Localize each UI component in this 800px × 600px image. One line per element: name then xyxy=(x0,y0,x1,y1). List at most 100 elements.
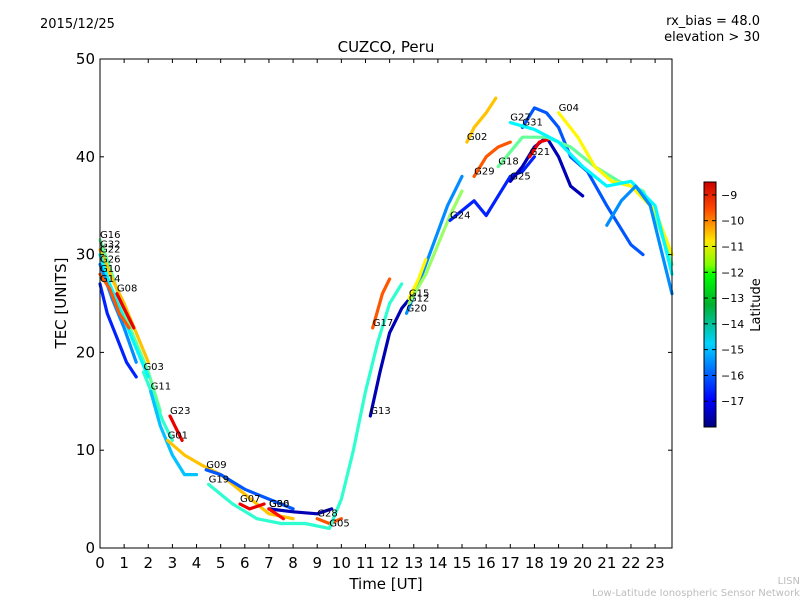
prn-label-g19: G19 xyxy=(209,474,229,485)
date-label: 2015/12/25 xyxy=(40,17,115,32)
colorbar-tick-label: −13 xyxy=(721,292,744,305)
credit-network: Low-Latitude Ionospheric Sensor Network xyxy=(592,588,800,599)
prn-label-g26: G26 xyxy=(100,254,120,265)
trace-g29 xyxy=(472,140,512,178)
trace-g13 xyxy=(368,292,416,418)
trace-g26b xyxy=(605,184,674,296)
x-axis-label: Time [UT] xyxy=(348,575,422,593)
trace-g23 xyxy=(168,414,184,442)
colorbar-tick-label: −9 xyxy=(721,189,737,202)
prn-label-g06: G06 xyxy=(269,499,289,510)
prn-label-g16: G16 xyxy=(100,230,120,241)
prn-label-g09: G09 xyxy=(206,460,226,471)
prn-label-g18: G18 xyxy=(498,157,518,168)
x-tick-label: 9 xyxy=(312,554,322,572)
y-axis: 0 10 20 30 40 50 xyxy=(76,50,672,557)
trace-g19 xyxy=(207,482,331,530)
colorbar-tick-label: −16 xyxy=(721,369,744,382)
chart-title: CUZCO, Peru xyxy=(337,38,435,56)
trace-g17 xyxy=(371,277,392,330)
trace-g32 xyxy=(98,248,150,364)
trace-g09 xyxy=(204,468,295,511)
prn-label-g32: G32 xyxy=(100,240,120,251)
trace-g31 xyxy=(520,106,645,257)
colorbar xyxy=(703,181,717,428)
x-tick-label: 3 xyxy=(168,554,178,572)
trace-g27 xyxy=(508,121,674,276)
y-tick-label: 10 xyxy=(76,441,95,459)
trace-g24 xyxy=(448,155,536,222)
trace-g22 xyxy=(98,253,150,379)
prn-label-g11: G11 xyxy=(151,382,171,393)
prn-label-g27: G27 xyxy=(510,113,530,124)
x-tick-label: 8 xyxy=(288,554,298,572)
x-tick-label: 7 xyxy=(264,554,274,572)
colorbar-tick-label: −15 xyxy=(721,344,744,357)
prn-label-g17: G17 xyxy=(373,318,393,329)
elevation-label: elevation > 30 xyxy=(664,30,760,45)
prn-label-g10: G10 xyxy=(100,264,120,275)
credit-lisn: LISN xyxy=(777,576,800,587)
prn-label-g12: G12 xyxy=(409,294,429,305)
y-axis-label: TEC [UNITS] xyxy=(52,258,70,350)
colorbar-tick-label: −12 xyxy=(721,266,744,279)
trace-g15 xyxy=(407,257,428,301)
prn-label-g05: G05 xyxy=(329,518,349,529)
colorbar-tick-label: −11 xyxy=(721,240,744,253)
prn-label-g21: G21 xyxy=(530,147,550,158)
prn-label-g31: G31 xyxy=(522,117,542,128)
prn-label-g04: G04 xyxy=(559,103,579,114)
x-tick-label: 20 xyxy=(573,554,592,572)
credit: LISN Low-Latitude Ionospheric Sensor Net… xyxy=(592,576,800,600)
x-tick-label: 18 xyxy=(525,554,544,572)
trace-g05 xyxy=(327,282,404,530)
colorbar-tick-label: −10 xyxy=(721,215,744,228)
trace-g30 xyxy=(267,507,285,521)
x-axis: 0 1 2 3 4 5 6 7 8 9 10 11 12 13 14 15 16 17 18 19 20 21 22 23 xyxy=(95,59,665,572)
x-tick-label: 5 xyxy=(216,554,226,572)
x-tick-label: 1 xyxy=(119,554,129,572)
trace-g11 xyxy=(149,389,199,477)
x-tick-label: 13 xyxy=(404,554,423,572)
x-tick-label: 15 xyxy=(452,554,471,572)
colorbar-tick-label: −14 xyxy=(721,318,744,331)
prn-label-g15: G15 xyxy=(409,289,429,300)
prn-label-g30: G30 xyxy=(269,499,289,510)
parameters-label: rx_bias = 48.0 elevation > 30 xyxy=(664,14,760,46)
colorbar-ticks: −9 −10 −11 −12 −13 −14 −15 −16 −17 xyxy=(704,189,744,408)
x-tick-label: 19 xyxy=(549,554,568,572)
trace-g21 xyxy=(528,137,551,159)
x-tick-label: 10 xyxy=(332,554,351,572)
x-tick-label: 11 xyxy=(356,554,375,572)
trace-g14 xyxy=(98,282,138,379)
trace-g06 xyxy=(267,507,334,516)
trace-g08 xyxy=(115,292,136,330)
x-tick-label: 14 xyxy=(428,554,447,572)
x-tick-label: 23 xyxy=(646,554,665,572)
y-tick-label: 30 xyxy=(76,246,95,264)
prn-label-g22: G22 xyxy=(100,245,120,256)
trace-g12 xyxy=(407,189,464,306)
prn-label-g07: G07 xyxy=(240,494,260,505)
x-tick-label: 0 xyxy=(95,554,105,572)
x-tick-label: 17 xyxy=(501,554,520,572)
prn-label-g25: G25 xyxy=(510,171,530,182)
x-tick-label: 22 xyxy=(621,554,640,572)
colorbar-label: Latitude xyxy=(749,278,764,332)
y-tick-label: 20 xyxy=(76,343,95,361)
prn-label-g01: G01 xyxy=(168,430,188,441)
plot-frame xyxy=(99,58,673,549)
x-tick-label: 21 xyxy=(597,554,616,572)
prn-label-g28: G28 xyxy=(317,509,337,520)
prn-label-g29: G29 xyxy=(474,166,494,177)
prn-label-g02: G02 xyxy=(467,132,487,143)
prn-label-g14: G14 xyxy=(100,274,120,285)
x-tick-label: 16 xyxy=(477,554,496,572)
y-tick-label: 40 xyxy=(76,148,95,166)
x-tick-label: 2 xyxy=(143,554,153,572)
y-tick-label: 0 xyxy=(85,539,95,557)
trace-g10 xyxy=(98,272,131,330)
prn-label-g08: G08 xyxy=(117,284,137,295)
